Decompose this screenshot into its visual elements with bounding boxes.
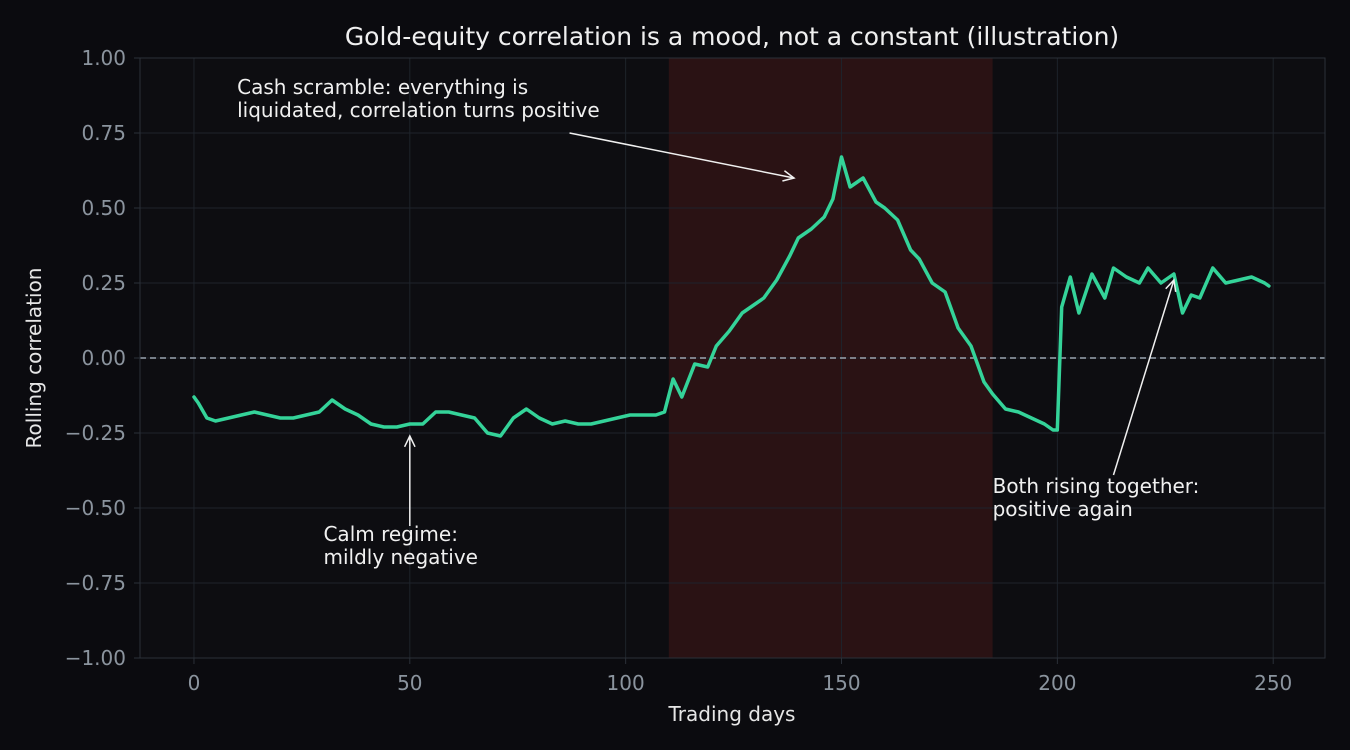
x-tick-label: 50 (397, 671, 422, 695)
series-line (192, 155, 1271, 438)
y-tick-label: 0.00 (81, 346, 126, 370)
x-tick-label: 0 (188, 671, 201, 695)
annotation-arrow (1112, 279, 1175, 476)
annotation-text: liquidated, correlation turns positive (237, 98, 600, 122)
annotation-layer: Cash scramble: everything isliquidated, … (237, 75, 1199, 569)
x-tick-label: 250 (1254, 671, 1292, 695)
y-tick-label: −0.25 (65, 421, 126, 445)
annotation: Calm regime:mildly negative (323, 434, 478, 569)
y-tick-label: 0.75 (81, 121, 126, 145)
y-axis-label: Rolling correlation (22, 268, 46, 449)
y-tick-label: −1.00 (65, 646, 126, 670)
annotation-arrow (569, 132, 795, 179)
y-tick-label: 1.00 (81, 46, 126, 70)
x-axis-label: Trading days (668, 702, 796, 726)
y-tick-label: −0.75 (65, 571, 126, 595)
annotation-text: Both rising together: (993, 474, 1200, 498)
x-tick-label: 150 (822, 671, 860, 695)
annotation-text: mildly negative (323, 545, 478, 569)
annotation: Cash scramble: everything isliquidated, … (237, 75, 796, 182)
annotation-arrowhead (403, 434, 416, 448)
annotation-text: Calm regime: (323, 522, 457, 546)
annotation-text: Cash scramble: everything is (237, 75, 528, 99)
tick-layer: 0 50 100 150 200 250 1.00 0.75 0.50 0.25 0.00 −0.25… (65, 46, 1293, 695)
annotation-text: positive again (993, 497, 1133, 521)
y-tick-label: 0.25 (81, 271, 126, 295)
x-tick-label: 200 (1038, 671, 1076, 695)
x-tick-label: 100 (607, 671, 645, 695)
annotation-arrowhead (782, 170, 796, 182)
y-tick-label: −0.50 (65, 496, 126, 520)
series-layer (192, 155, 1271, 438)
annotation-arrowhead (1165, 278, 1177, 292)
chart-title: Gold-equity correlation is a mood, not a… (345, 22, 1119, 51)
y-tick-label: 0.50 (81, 196, 126, 220)
annotation: Both rising together:positive again (993, 278, 1200, 521)
